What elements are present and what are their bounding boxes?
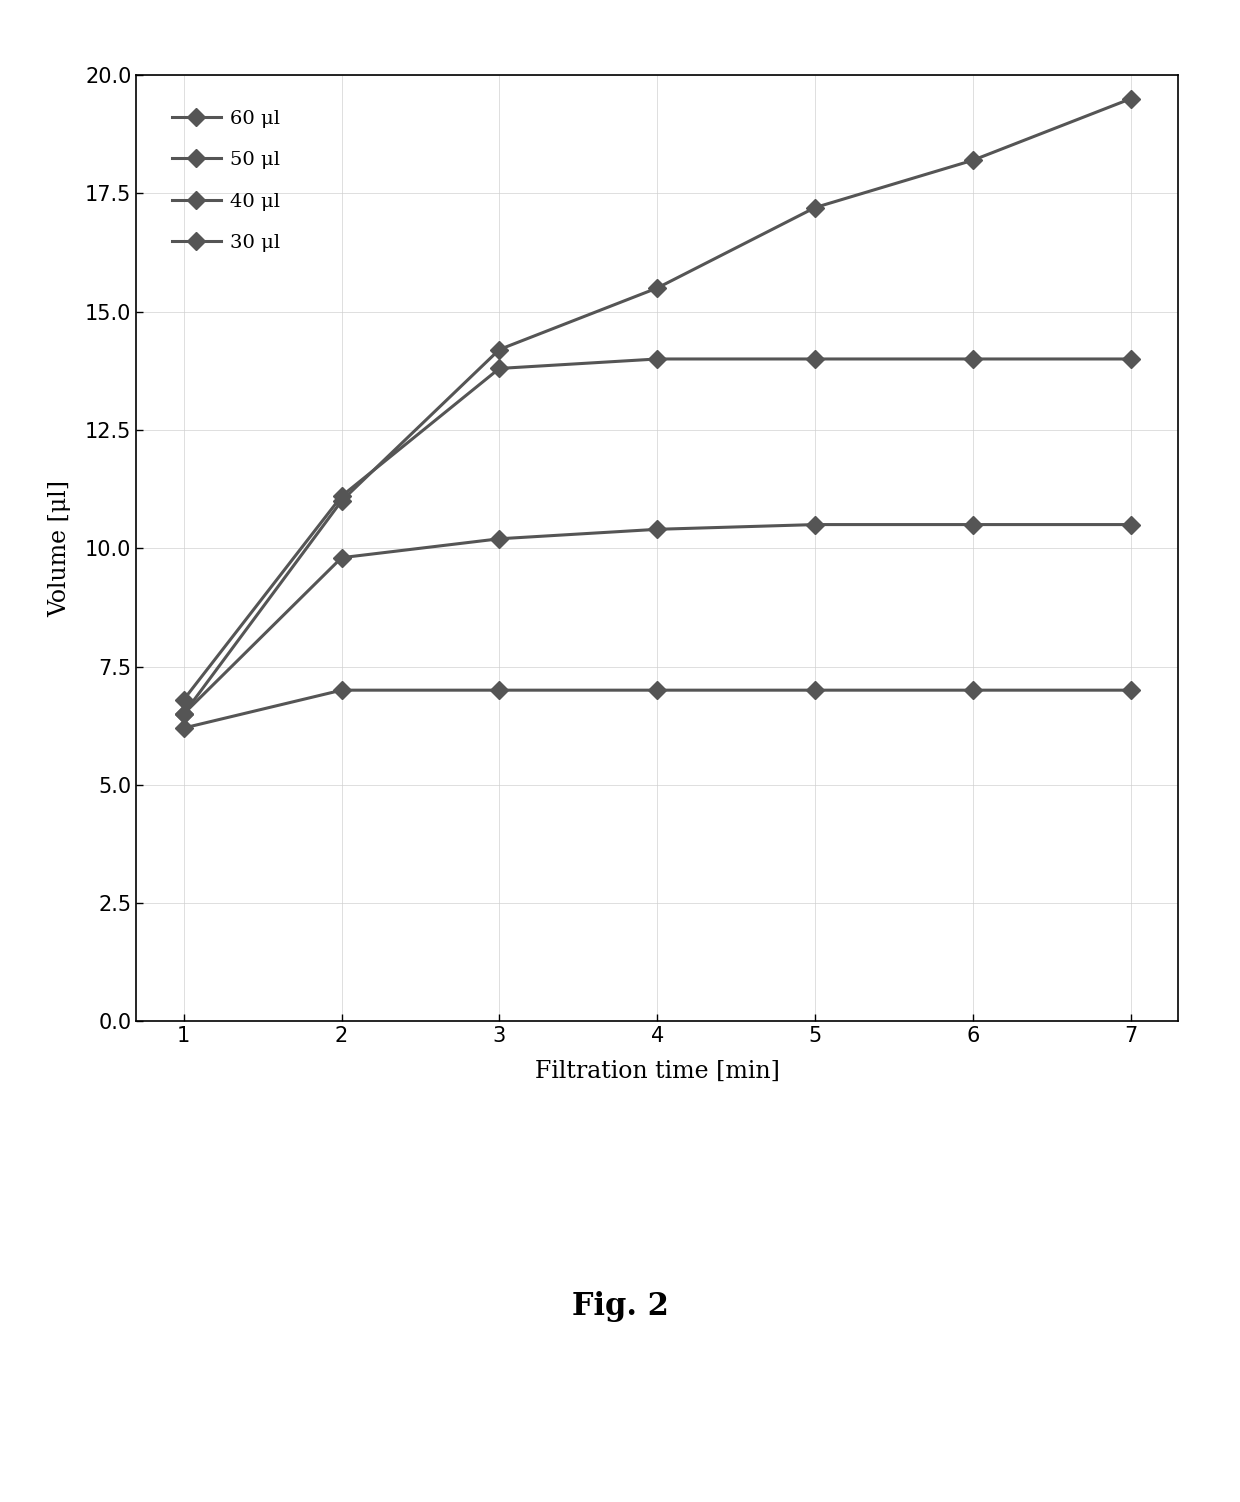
- 50 μl: [807, 515, 822, 533]
- Y-axis label: Volume [μl]: Volume [μl]: [48, 479, 71, 617]
- 60 μl: [650, 279, 665, 297]
- 50 μl: [492, 530, 507, 548]
- 40 μl: [650, 350, 665, 368]
- Line: 50 μl: 50 μl: [177, 518, 1137, 719]
- 50 μl: [334, 548, 348, 566]
- 40 μl: [807, 350, 822, 368]
- 30 μl: [176, 719, 191, 737]
- 60 μl: [176, 704, 191, 722]
- 50 μl: [966, 515, 981, 533]
- 40 μl: [966, 350, 981, 368]
- Line: 60 μl: 60 μl: [177, 93, 1137, 719]
- 60 μl: [966, 152, 981, 170]
- 60 μl: [334, 493, 348, 511]
- 40 μl: [176, 691, 191, 709]
- Text: Fig. 2: Fig. 2: [572, 1292, 668, 1322]
- Line: 40 μl: 40 μl: [177, 353, 1137, 706]
- 30 μl: [334, 682, 348, 700]
- Legend: 60 μl, 50 μl, 40 μl, 30 μl: 60 μl, 50 μl, 40 μl, 30 μl: [156, 95, 296, 267]
- 60 μl: [492, 341, 507, 359]
- 30 μl: [650, 682, 665, 700]
- 50 μl: [1123, 515, 1138, 533]
- X-axis label: Filtration time [min]: Filtration time [min]: [534, 1060, 780, 1083]
- 40 μl: [492, 359, 507, 377]
- 40 μl: [1123, 350, 1138, 368]
- 30 μl: [492, 682, 507, 700]
- 30 μl: [966, 682, 981, 700]
- Line: 30 μl: 30 μl: [177, 683, 1137, 734]
- 40 μl: [334, 487, 348, 505]
- 30 μl: [1123, 682, 1138, 700]
- 50 μl: [176, 704, 191, 722]
- 50 μl: [650, 520, 665, 538]
- 30 μl: [807, 682, 822, 700]
- 60 μl: [1123, 90, 1138, 108]
- 60 μl: [807, 198, 822, 216]
